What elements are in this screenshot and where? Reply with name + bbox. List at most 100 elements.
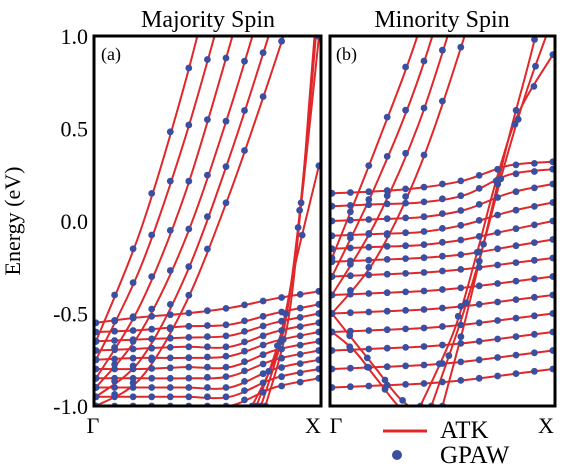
- panel-a: (a): [92, 34, 323, 408]
- gpaw-point: [383, 192, 391, 200]
- gpaw-point: [204, 56, 211, 63]
- gpaw-point: [383, 270, 391, 278]
- gpaw-point: [402, 63, 409, 71]
- gpaw-point: [420, 57, 428, 65]
- gpaw-point: [475, 233, 483, 240]
- gpaw-point: [111, 291, 118, 299]
- y-tick-label: 0.5: [61, 117, 89, 142]
- gpaw-point: [278, 382, 285, 390]
- gpaw-point: [259, 341, 267, 349]
- gpaw-point: [494, 372, 501, 380]
- gpaw-point: [420, 254, 428, 262]
- gpaw-point: [497, 175, 505, 183]
- gpaw-point: [296, 332, 304, 340]
- gpaw-point: [347, 202, 354, 209]
- gpaw-point: [111, 317, 118, 324]
- gpaw-point: [166, 364, 174, 372]
- gpaw-point: [241, 367, 248, 375]
- gpaw-point: [222, 384, 230, 391]
- gpaw-point: [278, 327, 285, 334]
- legend: ATK GPAW: [383, 417, 510, 469]
- gpaw-point: [457, 177, 465, 185]
- gpaw-point: [480, 240, 487, 248]
- gpaw-point: [148, 190, 156, 197]
- gpaw-point: [185, 354, 193, 362]
- gpaw-point: [347, 383, 354, 391]
- gpaw-point: [278, 294, 285, 301]
- gpaw-point: [204, 384, 211, 391]
- gpaw-point: [494, 229, 501, 237]
- gpaw-point: [439, 46, 446, 54]
- gpaw-point: [296, 314, 304, 321]
- gpaw-point: [531, 160, 538, 167]
- gpaw-point: [383, 363, 391, 371]
- gpaw-point: [166, 301, 174, 308]
- gpaw-point: [402, 381, 409, 388]
- gpaw-point: [259, 351, 267, 359]
- gpaw-point: [365, 327, 373, 334]
- legend-gpaw-label: GPAW: [440, 442, 510, 469]
- gpaw-point: [148, 325, 156, 333]
- gpaw-point: [383, 326, 391, 334]
- gpaw-point: [530, 83, 538, 90]
- gpaw-point: [457, 377, 465, 384]
- gpaw-point: [494, 298, 501, 306]
- gpaw-point: [439, 286, 446, 293]
- gpaw-point: [494, 261, 501, 269]
- panel-b-label: (b): [336, 44, 357, 65]
- gpaw-point: [383, 153, 391, 160]
- gpaw-point: [512, 225, 520, 233]
- atk-band-a-2: [95, 36, 254, 389]
- gpaw-point: [420, 183, 428, 191]
- panel-b: (b): [328, 34, 557, 419]
- gpaw-point: [439, 378, 446, 386]
- gpaw-point: [222, 305, 230, 312]
- gpaw-point: [185, 374, 193, 382]
- gpaw-point: [494, 245, 501, 253]
- gpaw-point: [166, 354, 174, 362]
- gpaw-point: [148, 312, 156, 320]
- gpaw-point: [402, 214, 409, 222]
- gpaw-point: [166, 334, 174, 342]
- gpaw-point: [383, 307, 391, 315]
- gpaw-point: [111, 346, 118, 354]
- gpaw-point: [347, 272, 354, 280]
- gpaw-point: [457, 266, 465, 273]
- gpaw-point: [475, 300, 483, 308]
- gpaw-point: [347, 208, 354, 216]
- gpaw-point: [241, 107, 248, 114]
- gpaw-point: [383, 243, 391, 250]
- gpaw-point: [296, 304, 304, 312]
- gpaw-point: [222, 321, 230, 329]
- gpaw-point: [512, 333, 520, 340]
- gpaw-point: [166, 374, 174, 382]
- gpaw-point: [259, 332, 267, 340]
- gpaw-point: [204, 363, 211, 371]
- gpaw-point: [439, 238, 446, 246]
- gpaw-point: [454, 312, 462, 320]
- gpaw-point: [148, 393, 156, 401]
- gpaw-point: [148, 374, 156, 382]
- gpaw-point: [166, 393, 174, 401]
- gpaw-point: [241, 358, 248, 366]
- gpaw-point: [439, 341, 446, 349]
- gpaw-point: [494, 335, 501, 343]
- legend-atk-label: ATK: [440, 417, 489, 444]
- gpaw-point: [204, 333, 211, 340]
- gpaw-point: [259, 49, 267, 57]
- gpaw-point: [512, 370, 520, 377]
- gpaw-point: [475, 374, 483, 382]
- gpaw-point: [296, 206, 303, 214]
- gpaw-point: [347, 189, 354, 196]
- gpaw-point: [185, 64, 193, 72]
- gpaw-point: [417, 412, 424, 419]
- gpaw-point: [111, 374, 118, 382]
- gpaw-point: [420, 241, 428, 249]
- gpaw-point: [347, 216, 354, 224]
- gpaw-point: [294, 224, 302, 231]
- gpaw-point: [435, 360, 443, 368]
- y-tick-label: 0.0: [61, 209, 89, 234]
- gpaw-point: [282, 310, 289, 317]
- gpaw-point: [204, 393, 211, 401]
- gpaw-point: [129, 345, 137, 353]
